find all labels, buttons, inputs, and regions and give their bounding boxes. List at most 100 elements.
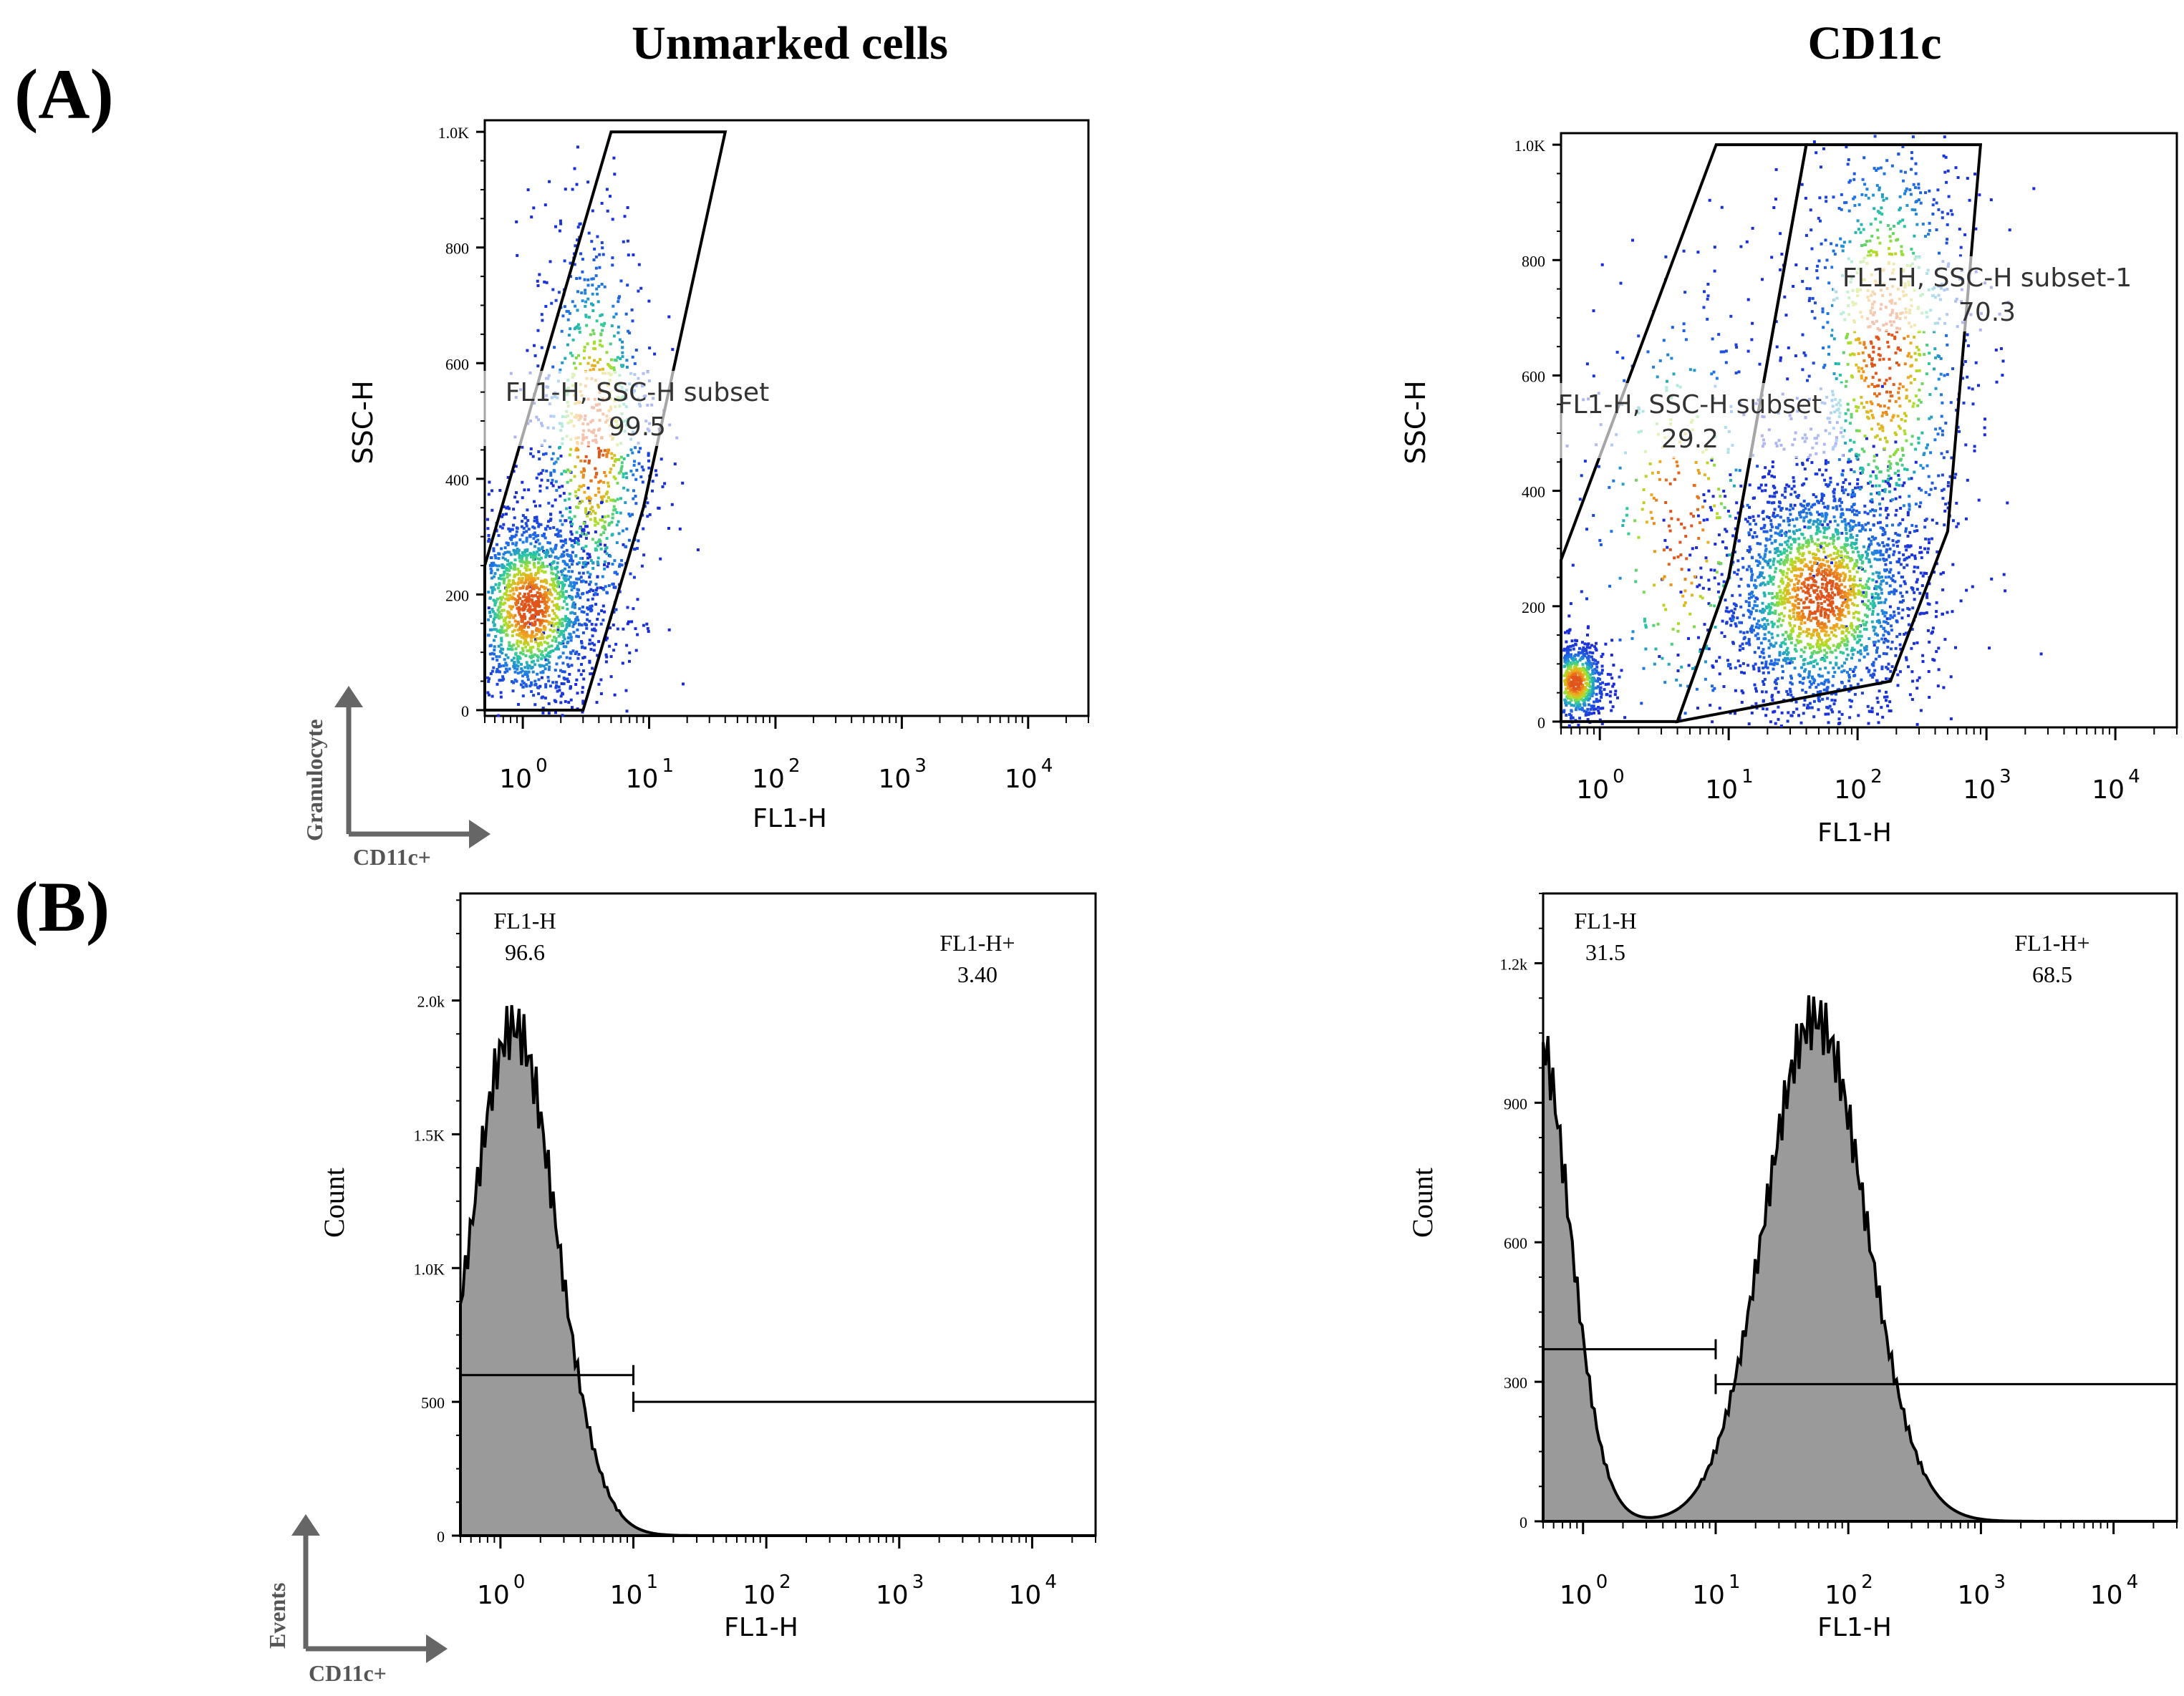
event-dot	[1771, 602, 1774, 606]
event-dot	[533, 556, 537, 559]
event-dot	[1940, 393, 1943, 397]
event-dot	[1812, 574, 1815, 578]
event-dot	[1869, 674, 1873, 677]
event-dot	[1716, 590, 1720, 593]
event-dot	[571, 551, 574, 554]
event-dot	[1594, 659, 1598, 662]
event-dot	[1880, 624, 1883, 628]
event-dot	[659, 457, 663, 461]
event-dot	[610, 533, 614, 537]
event-dot	[1663, 681, 1667, 684]
event-dot	[1842, 241, 1846, 244]
event-dot	[539, 628, 543, 631]
event-dot	[1875, 453, 1878, 457]
event-dot	[1858, 529, 1862, 533]
event-dot	[571, 559, 574, 563]
event-dot	[1768, 574, 1772, 578]
event-dot	[501, 626, 504, 629]
event-dot	[1820, 674, 1824, 678]
event-dot	[509, 583, 513, 587]
column-title-unmarked: Unmarked cells	[632, 17, 948, 69]
event-dot	[516, 644, 520, 648]
event-dot	[1774, 547, 1777, 551]
event-dot	[631, 513, 634, 516]
event-dot	[521, 480, 524, 484]
event-dot	[1905, 187, 1908, 190]
event-dot	[1763, 623, 1767, 626]
event-dot	[531, 556, 535, 559]
event-dot	[610, 452, 614, 455]
event-dot	[1761, 566, 1764, 569]
event-dot	[1711, 666, 1715, 669]
event-dot	[576, 594, 580, 598]
event-dot	[1877, 521, 1880, 525]
event-dot	[1687, 636, 1690, 640]
event-dot	[591, 209, 594, 213]
event-dot	[528, 664, 531, 668]
event-dot	[667, 315, 671, 319]
event-dot	[1873, 602, 1876, 606]
event-dot	[1577, 651, 1581, 655]
event-dot	[1611, 705, 1615, 709]
event-dot	[1688, 368, 1692, 372]
event-dot	[499, 679, 503, 682]
event-dot	[519, 683, 523, 687]
event-dot	[1618, 466, 1622, 470]
event-dot	[541, 633, 543, 636]
event-dot	[1883, 641, 1885, 644]
event-dot	[1818, 543, 1822, 547]
event-dot	[561, 485, 564, 488]
event-dot	[1905, 556, 1909, 560]
event-dot	[661, 485, 665, 488]
event-dot	[589, 573, 592, 576]
event-dot	[501, 556, 505, 560]
event-dot	[584, 536, 588, 540]
event-dot	[1798, 681, 1802, 684]
event-dot	[1762, 518, 1765, 521]
y-tick-label: 600	[445, 355, 469, 373]
event-dot	[561, 606, 564, 609]
event-dot	[1739, 484, 1743, 488]
event-dot	[1897, 152, 1900, 156]
event-dot	[602, 495, 606, 498]
event-dot	[1983, 433, 1986, 437]
event-dot	[518, 613, 521, 616]
event-dot	[1900, 463, 1904, 467]
event-dot	[580, 610, 584, 614]
event-dot	[547, 679, 551, 683]
event-dot	[607, 496, 610, 500]
event-dot	[1724, 609, 1728, 613]
event-dot	[596, 361, 599, 364]
event-dot	[1908, 530, 1912, 534]
event-dot	[572, 581, 576, 584]
event-dot	[501, 596, 504, 599]
event-dot	[510, 538, 513, 541]
event-dot	[1920, 551, 1923, 554]
event-dot	[576, 145, 579, 149]
event-dot	[1875, 620, 1879, 623]
event-dot	[541, 563, 544, 566]
event-dot	[1724, 528, 1727, 531]
event-dot	[1810, 706, 1814, 709]
event-dot	[554, 498, 557, 502]
event-dot	[511, 587, 514, 591]
event-dot	[587, 461, 591, 465]
event-dot	[613, 559, 617, 563]
event-dot	[533, 620, 537, 624]
event-dot	[1773, 709, 1777, 713]
event-dot	[1762, 667, 1765, 670]
event-dot	[1746, 520, 1749, 523]
event-dot	[1846, 402, 1850, 406]
event-dot	[1804, 233, 1808, 237]
event-dot	[1767, 631, 1771, 634]
event-dot	[506, 669, 509, 673]
event-dot	[599, 339, 602, 343]
event-dot	[1769, 659, 1773, 663]
event-dot	[511, 634, 514, 637]
event-dot	[536, 672, 539, 676]
event-dot	[1783, 532, 1787, 536]
event-dot	[594, 623, 598, 626]
event-dot	[1908, 477, 1911, 480]
event-dot	[571, 706, 574, 709]
event-dot	[576, 539, 580, 543]
